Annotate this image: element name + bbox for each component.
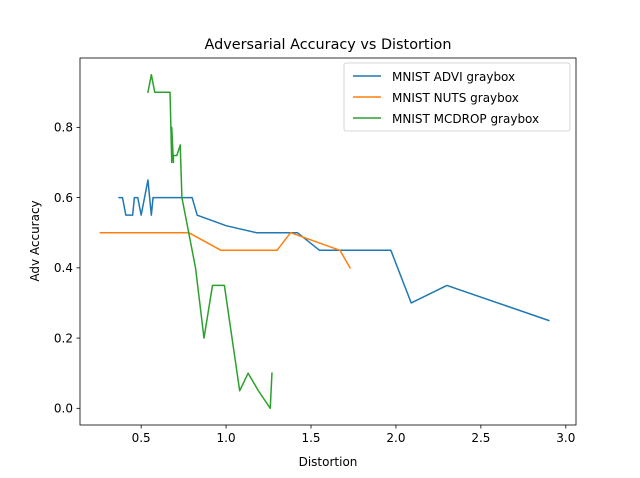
series-line-1	[99, 231, 352, 269]
legend-frame	[343, 62, 571, 132]
x-tick-label: 2.5	[471, 431, 490, 445]
series-line-2	[147, 73, 273, 410]
y-tick-label: 0.4	[54, 261, 73, 275]
x-tick-label: 3.0	[556, 431, 575, 445]
x-tick-label: 2.0	[386, 431, 405, 445]
y-tick-label: 0.2	[54, 331, 73, 345]
series-layer	[99, 73, 550, 410]
y-tick-label: 0.6	[54, 191, 73, 205]
plot-frame	[79, 57, 577, 426]
y-tick-label: 0.8	[54, 121, 73, 135]
legend-label-nuts: MNIST NUTS graybox	[392, 91, 519, 105]
y-tick-label: 0.0	[54, 402, 73, 416]
y-axis-ticks: 0.0 0.2 0.4 0.6 0.8	[54, 121, 80, 416]
legend-label-advi: MNIST ADVI graybox	[392, 70, 515, 84]
y-axis-label: Adv Accuracy	[28, 200, 42, 281]
x-tick-label: 1.0	[217, 431, 236, 445]
legend: MNIST ADVI graybox MNIST NUTS graybox MN…	[343, 62, 571, 132]
x-axis-ticks: 0.5 1.0 1.5 2.0 2.5 3.0	[132, 425, 575, 445]
legend-label-mcdrop: MNIST MCDROP graybox	[392, 112, 539, 126]
chart-title: Adversarial Accuracy vs Distortion	[204, 37, 451, 53]
x-tick-label: 1.5	[301, 431, 320, 445]
x-tick-label: 0.5	[132, 431, 151, 445]
x-axis-label: Distortion	[299, 455, 358, 469]
series-line-0	[118, 179, 550, 322]
